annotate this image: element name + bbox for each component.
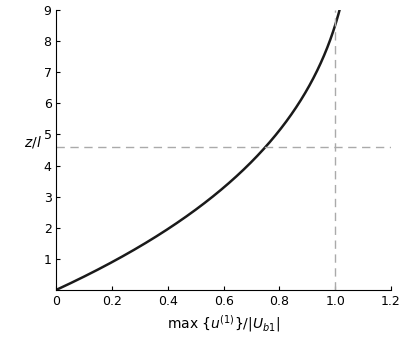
- X-axis label: max $\{u^{(1)}\}/|U_{b1}|$: max $\{u^{(1)}\}/|U_{b1}|$: [167, 313, 280, 334]
- Y-axis label: $z/l$: $z/l$: [23, 134, 42, 150]
